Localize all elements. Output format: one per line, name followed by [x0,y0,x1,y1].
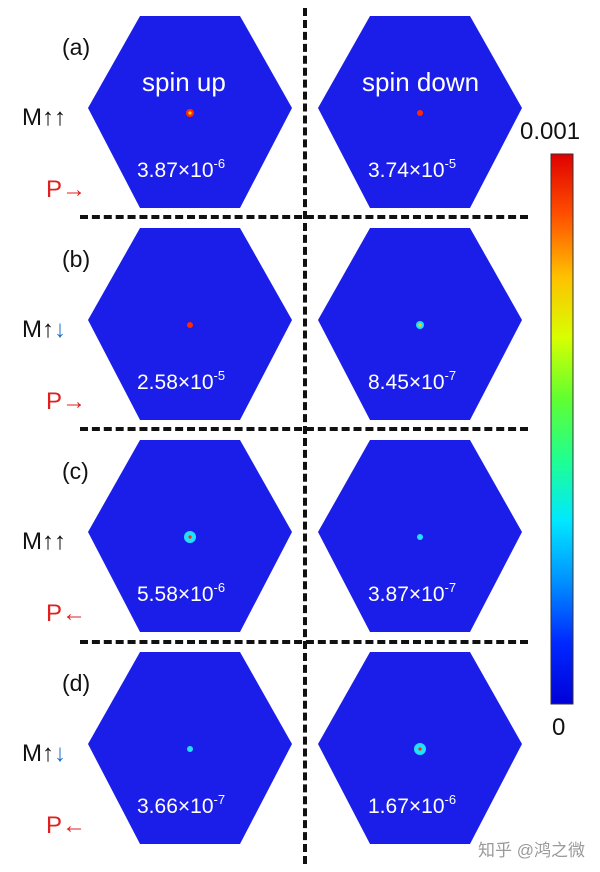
colorbar-min-label: 0 [552,714,566,741]
value-mantissa: 3.74×10 [368,159,445,182]
hot-spot [417,534,423,540]
value-exponent: -6 [213,580,226,595]
transmission-value: 2.58×10-5 [137,368,225,395]
colorbar-gradient [550,153,574,705]
value-mantissa: 3.87×10 [368,583,445,606]
value-mantissa: 1.67×10 [368,795,445,818]
transmission-value: 3.66×10-7 [137,792,225,819]
hot-spot-core [188,535,192,539]
transmission-value: 1.67×10-6 [368,792,456,819]
magnetization-label: M↑↓ [22,740,66,768]
watermark: 知乎 @鸿之微 [478,841,585,860]
row-divider-1 [80,215,528,219]
panel-label: (a) [62,34,91,60]
transmission-value: 3.87×10-7 [368,580,456,607]
panel-label: (c) [62,458,89,484]
panel-label: (b) [62,246,91,272]
transmission-value: 5.58×10-6 [137,580,225,607]
row-divider-2 [80,427,528,431]
polarization-label: P→ [46,176,87,203]
panel-label: (d) [62,670,91,696]
colorbar [550,153,574,705]
value-exponent: -7 [213,792,226,807]
value-mantissa: 8.45×10 [368,371,445,394]
magnetization-second-arrow: ↓ [54,740,66,767]
spin-down-header: spin down [362,67,480,97]
magnetization-main: M↑ [22,104,54,131]
transmission-value: 8.45×10-7 [368,368,456,395]
value-mantissa: 2.58×10 [137,371,214,394]
value-exponent: -5 [213,368,226,383]
colorbar-max-label: 0.001 [520,118,581,145]
polarization-label: P→ [46,388,87,415]
transmission-value: 3.87×10-6 [137,156,225,183]
value-exponent: -5 [444,156,457,171]
magnetization-second-arrow: ↓ [54,316,66,343]
polarization-label: P← [46,812,87,839]
hot-spot-core [188,111,192,115]
magnetization-main: M↑ [22,740,54,767]
row-divider-3 [80,640,528,644]
magnetization-second-arrow: ↑ [54,104,66,131]
magnetization-main: M↑ [22,316,54,343]
magnetization-main: M↑ [22,528,54,555]
hot-spot-core [418,323,422,327]
hot-spot-core [418,747,422,751]
hot-spot [187,322,193,328]
value-mantissa: 3.87×10 [137,159,214,182]
value-exponent: -7 [444,368,457,383]
value-mantissa: 5.58×10 [137,583,214,606]
polarization-label: P← [46,600,87,627]
magnetization-label: M↑↓ [22,316,66,344]
value-exponent: -6 [444,792,457,807]
magnetization-label: M↑↑ [22,528,66,556]
value-exponent: -6 [213,156,226,171]
magnetization-label: M↑↑ [22,104,66,132]
spin-up-header: spin up [142,67,226,97]
hot-spot [187,746,193,752]
magnetization-second-arrow: ↑ [54,528,66,555]
transmission-value: 3.74×10-5 [368,156,456,183]
value-exponent: -7 [444,580,457,595]
hot-spot [417,110,423,116]
value-mantissa: 3.66×10 [137,795,214,818]
vertical-divider [303,8,307,864]
